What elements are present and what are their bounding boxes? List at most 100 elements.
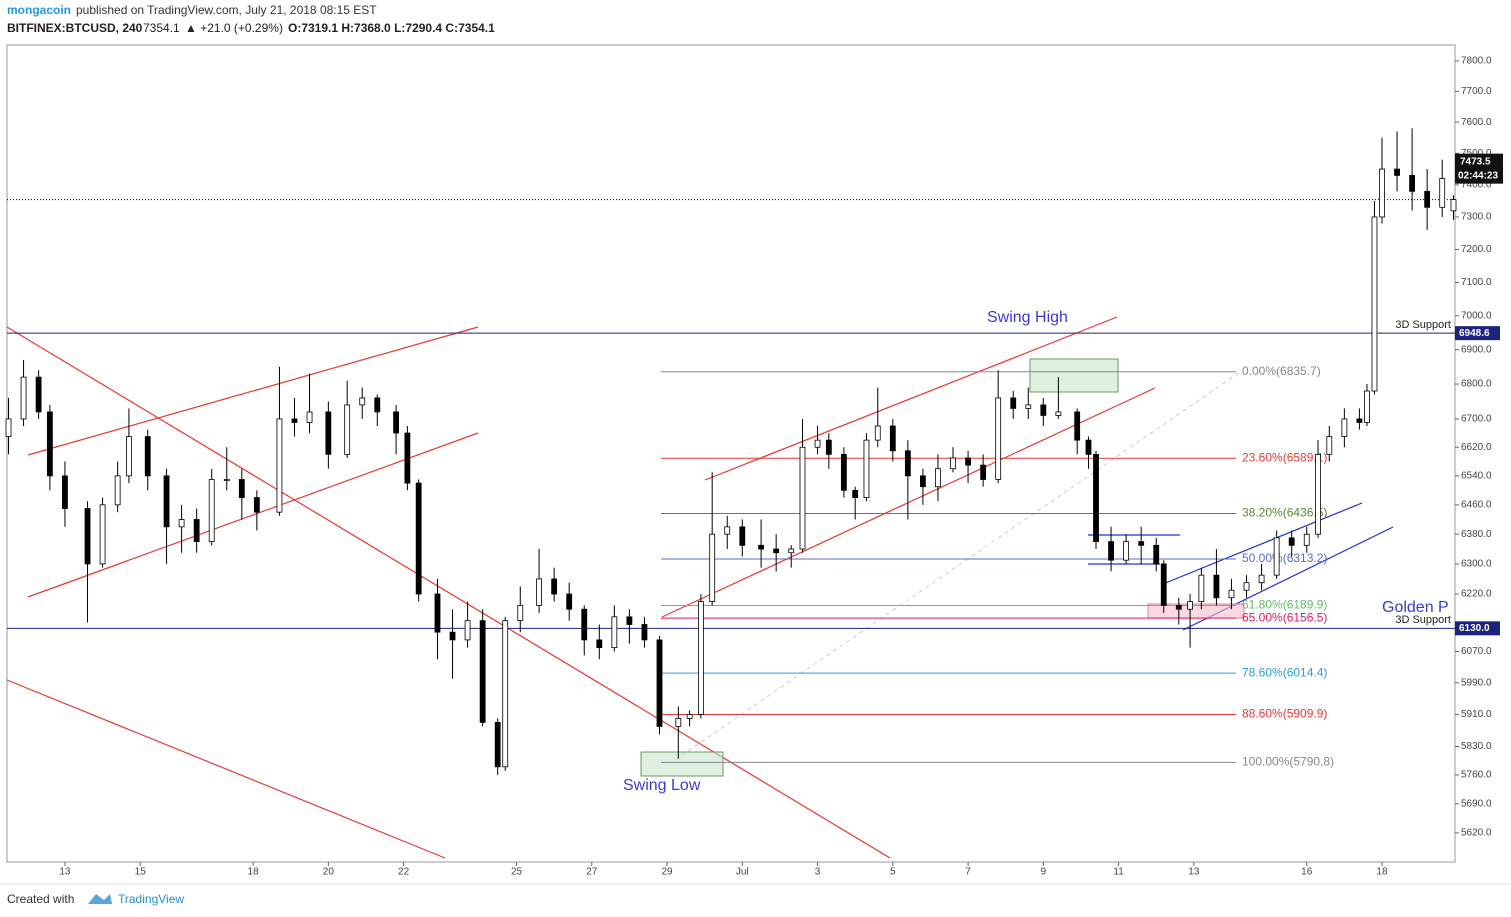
candle-body (626, 616, 633, 625)
candle-body (788, 548, 795, 554)
candle-body (863, 439, 870, 498)
footer-created: Created with (7, 892, 74, 906)
support-label: 3D Support (1395, 319, 1451, 331)
candle-body (536, 578, 542, 606)
candle-body (814, 439, 821, 448)
candle-body (1198, 574, 1205, 603)
candle-body (374, 397, 381, 413)
candle-body (1424, 190, 1431, 208)
y-tick-label: 6800.0 (1461, 379, 1492, 390)
candle-body (889, 425, 896, 452)
x-tick-label: 29 (661, 867, 673, 878)
candle-body (359, 397, 366, 406)
x-tick-label: 25 (511, 867, 523, 878)
price-tag: 6130.0 (1459, 623, 1490, 634)
candle-body (178, 519, 185, 528)
change: ▲ +21.0 (+0.29%) (185, 21, 283, 35)
candle-body (404, 432, 411, 484)
y-tick-label: 6300.0 (1461, 559, 1492, 570)
y-tick-label: 6900.0 (1461, 344, 1492, 355)
price-tag-bg (1455, 621, 1500, 636)
candle-body (852, 489, 859, 498)
y-tick-label: 5830.0 (1461, 741, 1492, 752)
candle-body (840, 453, 847, 491)
candle-body (99, 504, 106, 565)
y-tick-label: 5760.0 (1461, 770, 1492, 781)
author[interactable]: mongacoin (7, 3, 71, 17)
price-tag: 6948.6 (1459, 328, 1490, 339)
x-tick-label: 18 (248, 867, 260, 878)
candle-body (596, 639, 603, 649)
y-tick-label: 7100.0 (1461, 277, 1492, 288)
candle-body (1213, 574, 1220, 599)
candle-body (494, 721, 501, 768)
published: published on TradingView.com, July 21, 2… (76, 3, 377, 17)
candle-body (1356, 418, 1363, 423)
candle-body (1138, 541, 1145, 546)
candle-body (1288, 537, 1295, 546)
candle-body (306, 411, 313, 423)
candle-body (980, 464, 987, 480)
x-tick-label: 22 (398, 867, 410, 878)
candle-body (1010, 397, 1017, 409)
candle-body (995, 397, 1002, 480)
candle-body (344, 404, 351, 455)
swing-low-box (640, 751, 724, 777)
candle-body (1258, 574, 1265, 584)
candle-body (1055, 411, 1062, 416)
candle-body (20, 376, 27, 420)
candle-body (449, 631, 456, 641)
candle-body (46, 411, 53, 477)
fib-label: 78.60%(6014.4) (1242, 665, 1327, 679)
y-tick-label: 7600.0 (1461, 117, 1492, 128)
candle-body (773, 548, 780, 554)
price-tag: 7473.5 (1460, 156, 1491, 167)
swing-high-box (1029, 358, 1119, 393)
fib-trend (674, 371, 1241, 761)
y-tick-label: 6540.0 (1461, 471, 1492, 482)
plot-frame (6, 44, 1456, 863)
price-tag-bg (1455, 326, 1500, 341)
candle-body (1379, 168, 1385, 218)
candle-body (434, 593, 441, 633)
candle-body (291, 418, 298, 423)
candle-body (479, 620, 486, 723)
candle-body (920, 475, 926, 488)
candle-body (393, 411, 399, 434)
candle-body (1085, 439, 1092, 455)
candle-body (581, 608, 588, 641)
candle-body (1341, 418, 1348, 437)
candle-body (950, 457, 956, 470)
candle-body (675, 718, 682, 727)
x-tick-label: 13 (1188, 867, 1200, 878)
candle-body (641, 624, 648, 641)
candle-body (758, 544, 765, 550)
fib-label: 100.00%(5790.8) (1242, 755, 1334, 769)
y-tick-label: 7800.0 (1461, 56, 1492, 67)
brand-logo (88, 894, 112, 904)
x-tick-label: 7 (965, 867, 971, 878)
candle-body (825, 439, 832, 455)
footer-brand[interactable]: TradingView (118, 892, 184, 906)
y-tick-label: 6070.0 (1461, 646, 1492, 657)
candle-body (1228, 589, 1235, 599)
candle-body (1439, 178, 1446, 208)
candle-body (709, 533, 716, 603)
candle-body (325, 411, 332, 455)
candle-body (1315, 453, 1321, 535)
candle-body (799, 446, 806, 550)
candle-body (1371, 216, 1378, 392)
price: 7354.1 (143, 21, 180, 35)
y-tick-label: 5690.0 (1461, 798, 1492, 809)
candle-body (35, 376, 42, 413)
candle-body (739, 526, 746, 546)
candle-body (163, 475, 170, 528)
candle-body (724, 526, 731, 535)
candle-body (566, 593, 573, 610)
candle-body (965, 457, 971, 466)
support-label: 3D Support (1395, 614, 1451, 626)
y-tick-label: 5990.0 (1461, 677, 1492, 688)
symbol: BITFINEX:BTCUSD, 240 (7, 21, 143, 35)
fib-label: 88.60%(5909.9) (1242, 707, 1327, 721)
